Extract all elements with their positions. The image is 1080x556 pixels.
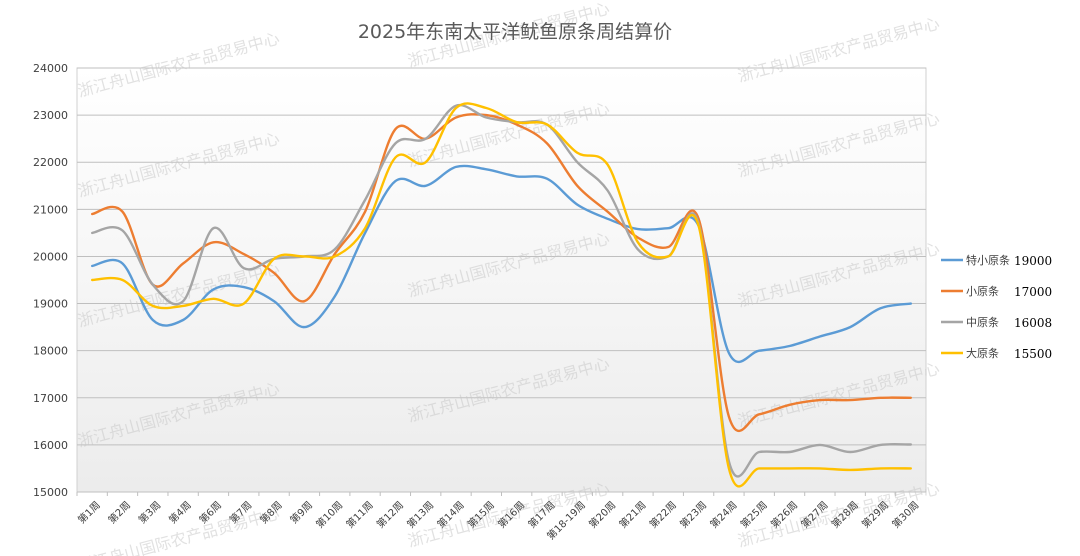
y-tick-label: 23000 bbox=[33, 109, 68, 122]
x-tick-label: 第20周 bbox=[586, 498, 618, 530]
legend-value: 19000 bbox=[1014, 254, 1052, 268]
x-tick-label: 第24周 bbox=[707, 498, 739, 530]
y-tick-label: 17000 bbox=[33, 392, 68, 405]
legend: 特小原条 19000 小原条 17000 中原条 16008 大原条 15500 bbox=[941, 253, 1052, 361]
y-tick-label: 19000 bbox=[33, 298, 68, 311]
legend-series-name: 大原条 bbox=[966, 346, 999, 360]
series-line-4 bbox=[91, 102, 912, 488]
x-tick-label: 第1周 bbox=[75, 498, 103, 526]
legend-series-name: 小原条 bbox=[966, 284, 999, 298]
y-tick-label: 20000 bbox=[33, 250, 68, 263]
x-tick-label: 第10周 bbox=[313, 498, 345, 530]
legend-series-name: 中原条 bbox=[966, 315, 999, 329]
y-tick-label: 24000 bbox=[33, 62, 68, 75]
series-lines bbox=[91, 102, 912, 488]
y-axis-ticks: 15000 16000 17000 18000 19000 20000 21000 22000… bbox=[33, 62, 68, 499]
y-tick-label: 15000 bbox=[33, 486, 68, 499]
legend-value: 16008 bbox=[1014, 316, 1052, 330]
legend-value: 15500 bbox=[1014, 347, 1052, 361]
plot-area bbox=[76, 67, 927, 493]
x-tick-label: 第21周 bbox=[616, 498, 648, 530]
chart-title: 2025年东南太平洋鱿鱼原条周结算价 bbox=[358, 21, 672, 43]
legend-value: 17000 bbox=[1014, 285, 1052, 299]
x-tick-label: 第2周 bbox=[105, 498, 133, 526]
x-tick-label: 第9周 bbox=[287, 498, 315, 526]
y-tick-label: 22000 bbox=[33, 156, 68, 169]
y-tick-label: 18000 bbox=[33, 345, 68, 358]
x-tick-label: 第12周 bbox=[374, 498, 406, 530]
x-tick-label: 第11周 bbox=[343, 498, 375, 530]
y-tick-label: 21000 bbox=[33, 203, 68, 216]
x-tick-label: 第4周 bbox=[166, 498, 194, 526]
series-line-1 bbox=[91, 164, 912, 363]
x-tick-label: 第3周 bbox=[136, 498, 164, 526]
x-tick-label: 第22周 bbox=[647, 498, 679, 530]
y-tick-label: 16000 bbox=[33, 439, 68, 452]
legend-series-name: 特小原条 bbox=[966, 253, 1010, 267]
x-tick-label: 第23周 bbox=[677, 498, 709, 530]
